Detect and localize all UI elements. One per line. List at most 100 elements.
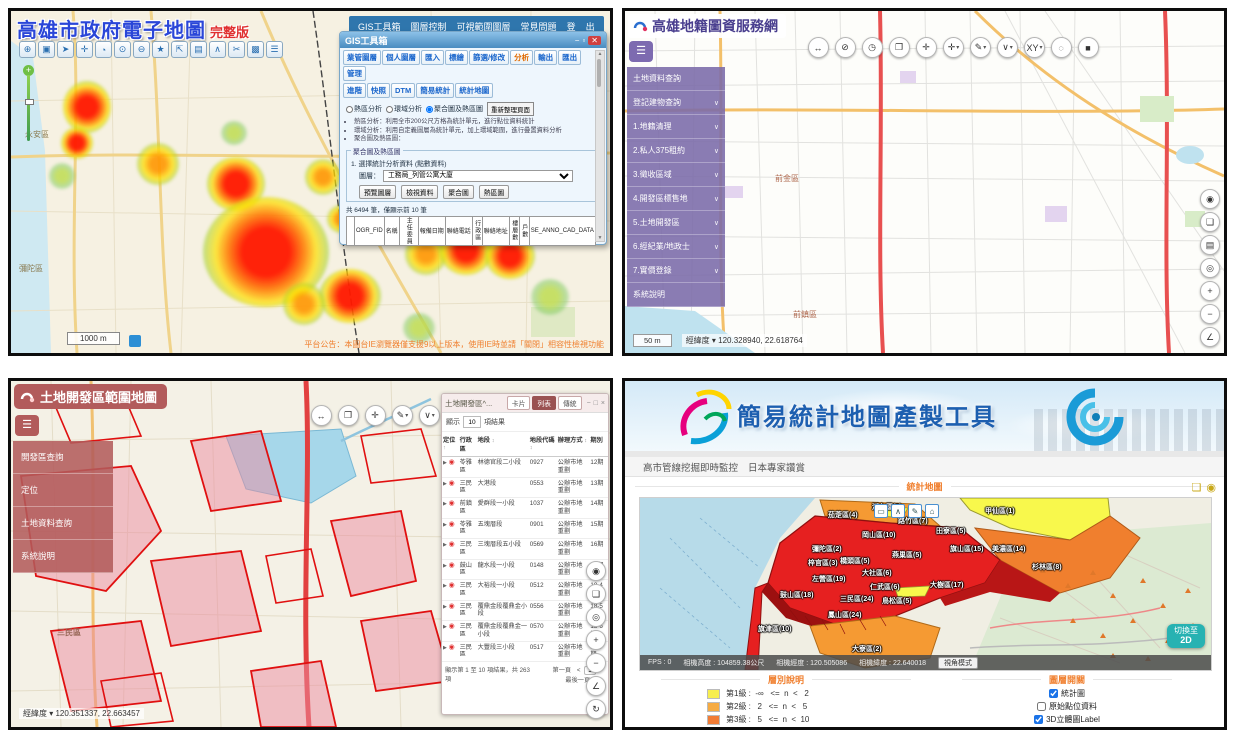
radio-input[interactable]: [346, 105, 353, 113]
map-control-button[interactable]: ▤: [1200, 235, 1220, 255]
menu-toggle-button[interactable]: [629, 41, 653, 62]
map-tool-button[interactable]: ❐: [338, 405, 359, 426]
sort-icon[interactable]: ↕: [529, 445, 533, 451]
expand-row-icon[interactable]: [443, 623, 447, 630]
map-control-button[interactable]: ∠: [586, 676, 606, 696]
dialog-tab[interactable]: 匯出: [558, 50, 582, 65]
menu-item[interactable]: 常見問題: [520, 21, 557, 32]
map-tool-button[interactable]: ✛ ▾: [943, 37, 964, 58]
locate-pin-icon[interactable]: [449, 541, 455, 548]
table-row[interactable]: 三民區 覆鼎金段覆鼎金一小段 0570 公辦市地重劃 18-6期: [442, 620, 608, 642]
close-icon[interactable]: ✕: [588, 35, 601, 45]
layer-toggle[interactable]: 原始點位資料: [962, 701, 1172, 712]
table-row[interactable]: 苓雅區 林德官段二小段 0927 公辦市地重劃 12期: [442, 456, 608, 478]
dialog-subtab[interactable]: 快照: [367, 83, 390, 98]
locate-pin-icon[interactable]: [449, 480, 455, 487]
table-row[interactable]: 三民區 大豐段三小段 0517 公辦市地重劃 18-7期: [442, 641, 608, 662]
map-tool-button[interactable]: ■: [1078, 37, 1099, 58]
expand-row-icon[interactable]: [443, 500, 447, 507]
first-page-link[interactable]: 第一頁: [552, 667, 572, 674]
expand-row-icon[interactable]: [443, 459, 447, 466]
sort-icon[interactable]: ↑: [443, 445, 446, 451]
scrollbar-thumb[interactable]: [597, 59, 601, 87]
results-column-header[interactable]: 定位 ↑: [442, 432, 459, 457]
locate-pin-icon[interactable]: [449, 582, 455, 589]
layer-checkbox[interactable]: [1034, 715, 1044, 724]
map-tool-button[interactable]: ∨ ▾: [997, 37, 1018, 58]
map-control-button[interactable]: −: [1200, 304, 1220, 324]
action-button[interactable]: 檢視資料: [401, 184, 439, 199]
map-tool-button[interactable]: XY ▾: [1024, 37, 1045, 58]
expand-row-icon[interactable]: [443, 562, 447, 569]
map-control-button[interactable]: ↻: [586, 699, 606, 719]
expand-row-icon[interactable]: [443, 644, 447, 651]
basemap-switch-icon[interactable]: [129, 335, 141, 347]
radio-option[interactable]: 熱區分析: [346, 104, 382, 114]
view-mode-button[interactable]: 視角模式: [938, 656, 979, 669]
sidebar-item[interactable]: 定位: [13, 474, 113, 507]
results-column-header[interactable]: 辦理方式 ↕: [556, 432, 590, 457]
sidebar-item[interactable]: 土地資料查詢: [627, 67, 725, 91]
sidebar-item[interactable]: 土地資料查詢: [13, 507, 113, 540]
menu-item[interactable]: 登: [566, 21, 576, 32]
layer-toggle[interactable]: 3D立體圖Label: [962, 714, 1172, 725]
map-tool-button[interactable]: ↔: [311, 405, 332, 426]
menu-item[interactable]: GIS工具箱: [358, 21, 401, 32]
expand-row-icon[interactable]: [443, 541, 447, 548]
locate-pin-icon[interactable]: [449, 623, 455, 630]
view-tab[interactable]: 傳統: [557, 396, 582, 410]
dialog-tab[interactable]: 個人圖層: [382, 50, 420, 65]
map-tool-icon[interactable]: ➤: [57, 41, 74, 58]
maximize-icon[interactable]: □: [593, 399, 598, 407]
sort-icon[interactable]: ↕: [584, 438, 587, 444]
menu-item[interactable]: 圖層控制: [410, 21, 447, 32]
map-tool-button[interactable]: ◷: [862, 37, 883, 58]
zoom-in-icon[interactable]: +: [23, 65, 34, 76]
map-tool-icon[interactable]: ✂: [228, 41, 245, 58]
map-tool-icon[interactable]: ∧: [209, 41, 226, 58]
expand-row-icon[interactable]: [443, 582, 447, 589]
dialog-subtab[interactable]: 簡易統計: [416, 83, 455, 98]
map-tool-icon[interactable]: ▤: [190, 41, 207, 58]
ticker-link[interactable]: 高市管線挖掘即時監控: [643, 462, 739, 474]
sidebar-item[interactable]: 4.開發區標售地 ∨: [627, 187, 725, 211]
results-column-header[interactable]: 地段代碼 ↕: [528, 432, 557, 457]
dialog-tab[interactable]: 匯入: [421, 50, 444, 65]
action-button[interactable]: 預覽圖層: [359, 184, 397, 199]
sidebar-item[interactable]: 登記建物查詢 ∨: [627, 91, 725, 115]
sidebar-item[interactable]: 5.土地開發區 ∨: [627, 211, 725, 235]
table-row[interactable]: 鼓山區 龍水段一小段 0148 公辦市地重劃 17期: [442, 559, 608, 580]
coords-label[interactable]: 經緯度: [685, 336, 710, 345]
map-control-button[interactable]: ◎: [1200, 258, 1220, 278]
map-tool-icon[interactable]: ▣: [38, 41, 55, 58]
map-tool-icon[interactable]: ⊙: [114, 41, 131, 58]
radio-option[interactable]: 環域分析: [386, 104, 422, 114]
map-tool-button[interactable]: ↔: [808, 37, 829, 58]
sidebar-item[interactable]: 系統說明: [627, 283, 725, 307]
table-row[interactable]: 三民區 三塊厝段五小段 0569 公辦市地重劃 16期: [442, 538, 608, 560]
locate-pin-icon[interactable]: [449, 521, 455, 528]
map-tool-button[interactable]: ✛: [916, 37, 937, 58]
prev-page-icon[interactable]: <: [576, 667, 581, 674]
map-tool-icon[interactable]: ✛: [76, 41, 93, 58]
menu-item[interactable]: 出: [585, 21, 595, 32]
layer-checkbox[interactable]: [1049, 689, 1058, 698]
map-control-button[interactable]: ❏: [586, 584, 606, 604]
expand-row-icon[interactable]: [443, 480, 447, 487]
minimize-icon[interactable]: −: [574, 35, 580, 45]
locate-pin-icon[interactable]: [449, 459, 455, 466]
action-button[interactable]: 聚合圖: [443, 184, 474, 199]
map-tool-button[interactable]: ❐: [889, 37, 910, 58]
map-tool-button[interactable]: ✎ ▾: [392, 405, 413, 426]
table-row[interactable]: 三民區 大裕段一小段 0512 公辦市地重劃 18-4期: [442, 579, 608, 601]
draw-tool-icon[interactable]: ▭: [874, 504, 888, 518]
map-tool-button[interactable]: ⊘: [835, 37, 856, 58]
attribute-column-header[interactable]: 聯絡地址: [481, 215, 510, 246]
refresh-button[interactable]: 重新整理頁面: [487, 102, 534, 116]
sidebar-item[interactable]: 6.經紀業/地政士 ∨: [627, 235, 725, 259]
attribute-column-header[interactable]: 樓層數: [508, 215, 520, 246]
expand-row-icon[interactable]: [443, 603, 447, 610]
map-tool-button[interactable]: ∨ ▾: [419, 405, 440, 426]
map-control-button[interactable]: ◉: [586, 561, 606, 581]
slider-knob[interactable]: [25, 99, 34, 105]
